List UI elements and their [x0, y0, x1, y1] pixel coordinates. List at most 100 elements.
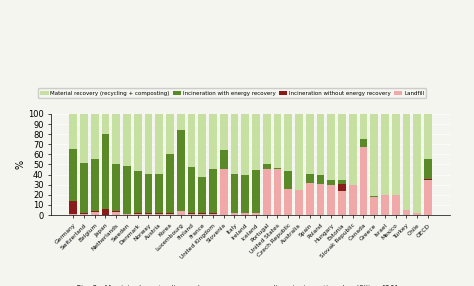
Bar	[69, 149, 77, 201]
Bar	[209, 168, 217, 213]
Bar	[145, 214, 152, 215]
Bar	[134, 214, 142, 215]
Bar	[360, 147, 367, 215]
Bar	[177, 130, 184, 211]
Bar	[241, 175, 249, 213]
Bar	[198, 213, 206, 214]
Bar	[273, 168, 281, 215]
Bar	[370, 197, 378, 215]
Bar	[177, 211, 184, 215]
Bar	[198, 214, 206, 215]
Bar	[80, 214, 88, 215]
Bar	[381, 195, 389, 215]
Bar	[166, 154, 174, 213]
Bar	[123, 166, 131, 214]
Bar	[230, 114, 238, 174]
Bar	[263, 168, 271, 215]
Bar	[155, 213, 163, 214]
Bar	[241, 213, 249, 215]
Bar	[145, 213, 152, 214]
Bar	[134, 213, 142, 214]
Bar	[360, 114, 367, 139]
Bar	[155, 214, 163, 215]
Bar	[402, 210, 410, 215]
Bar	[188, 114, 195, 166]
Bar	[370, 196, 378, 197]
Bar	[392, 114, 400, 195]
Bar	[370, 114, 378, 196]
Bar	[402, 114, 410, 210]
Bar	[91, 212, 99, 215]
Bar	[80, 114, 88, 164]
Bar	[392, 195, 400, 215]
Bar	[328, 114, 335, 180]
Bar	[295, 114, 303, 190]
Bar	[306, 114, 314, 174]
Bar	[413, 114, 421, 213]
Bar	[424, 114, 432, 159]
Bar	[69, 201, 77, 214]
Bar	[166, 114, 174, 154]
Bar	[134, 170, 142, 213]
Bar	[284, 170, 292, 189]
Bar	[381, 114, 389, 195]
Bar	[188, 166, 195, 213]
Bar	[263, 164, 271, 168]
Bar	[338, 191, 346, 215]
Bar	[112, 212, 120, 215]
Bar	[317, 175, 324, 184]
Bar	[91, 114, 99, 159]
Bar	[230, 213, 238, 215]
Bar	[145, 114, 152, 174]
Bar	[112, 114, 120, 164]
Bar	[317, 184, 324, 215]
Y-axis label: %: %	[15, 160, 25, 169]
Bar	[134, 114, 142, 170]
Bar	[360, 139, 367, 147]
Bar	[155, 114, 163, 174]
Bar	[284, 114, 292, 170]
Bar	[306, 183, 314, 215]
Bar	[112, 211, 120, 212]
Bar	[230, 174, 238, 213]
Bar	[101, 209, 109, 215]
Bar	[349, 114, 356, 185]
Bar	[123, 214, 131, 215]
Bar	[198, 177, 206, 213]
Bar	[80, 213, 88, 214]
Bar	[69, 114, 77, 149]
Bar	[101, 134, 109, 209]
Bar	[209, 114, 217, 168]
Bar	[209, 214, 217, 215]
Bar	[241, 114, 249, 175]
Bar	[424, 179, 432, 180]
Bar	[220, 150, 228, 168]
Bar	[145, 174, 152, 213]
Bar	[188, 213, 195, 214]
Bar	[252, 170, 260, 213]
Bar	[91, 211, 99, 212]
Bar	[317, 114, 324, 175]
Bar	[413, 213, 421, 215]
Bar	[69, 214, 77, 215]
Bar	[295, 190, 303, 215]
Bar	[263, 114, 271, 164]
Bar	[112, 164, 120, 211]
Bar	[252, 114, 260, 170]
Bar	[198, 114, 206, 177]
Bar	[177, 114, 184, 130]
Bar	[101, 114, 109, 134]
Bar	[188, 214, 195, 215]
Bar	[166, 214, 174, 215]
Bar	[220, 168, 228, 215]
Bar	[80, 164, 88, 213]
Bar	[166, 213, 174, 214]
Legend: Material recovery (recycling + composting), Incineration with energy recovery, I: Material recovery (recycling + compostin…	[38, 88, 426, 98]
Bar	[424, 180, 432, 215]
Bar	[424, 159, 432, 179]
Bar	[91, 159, 99, 211]
Bar	[155, 174, 163, 213]
Bar	[220, 114, 228, 150]
Bar	[338, 184, 346, 191]
Bar	[349, 185, 356, 215]
